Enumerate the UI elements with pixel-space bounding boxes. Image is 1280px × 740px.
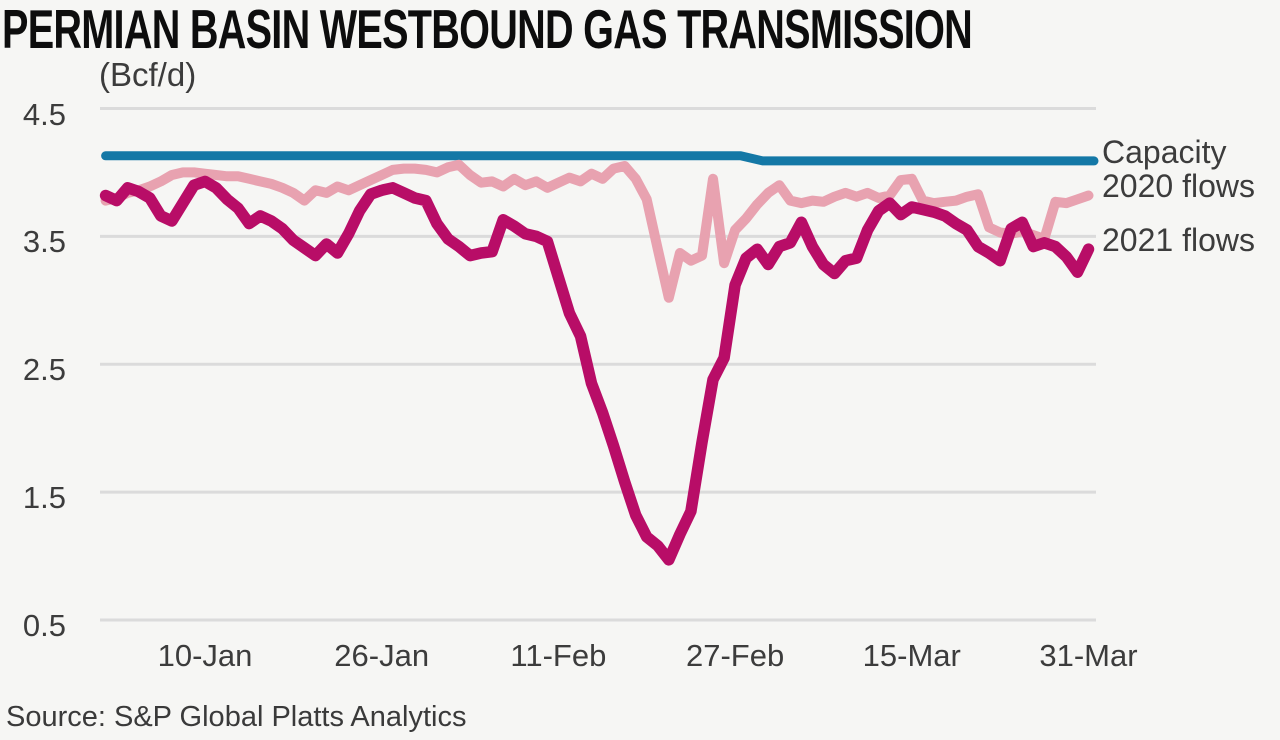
y-tick-label-0-5: 0.5	[22, 608, 66, 643]
series-line-2020-flows	[100, 159, 1094, 303]
y-tick-label-4-5: 4.5	[22, 96, 66, 132]
series-line-2021-flows	[99, 175, 1095, 566]
x-tick-label-10-jan: 10-Jan	[157, 638, 253, 673]
chart-title: PERMIAN BASIN WESTBOUND GAS TRANSMISSION	[2, 0, 973, 60]
y-tick-label-1-5: 1.5	[22, 480, 66, 516]
series-line-capacity	[101, 151, 1099, 166]
legend-label-capacity: Capacity	[1102, 133, 1227, 170]
x-tick-label-15-mar: 15-Mar	[862, 638, 961, 673]
y-axis-units-label: (Bcf/d)	[99, 56, 197, 93]
source-attribution: Source: S&P Global Platts Analytics	[6, 701, 467, 733]
legend-label-2021-flows: 2021 flows	[1102, 222, 1255, 259]
x-tick-label-26-jan: 26-Jan	[334, 638, 430, 673]
y-tick-label-2-5: 2.5	[22, 352, 66, 388]
legend-label-2020-flows: 2020 flows	[1102, 168, 1255, 205]
x-tick-label-27-feb: 27-Feb	[685, 638, 785, 673]
y-tick-label-3-5: 3.5	[22, 224, 66, 260]
x-tick-label-31-mar: 31-Mar	[1039, 638, 1138, 673]
x-tick-label-11-feb: 11-Feb	[510, 638, 607, 673]
